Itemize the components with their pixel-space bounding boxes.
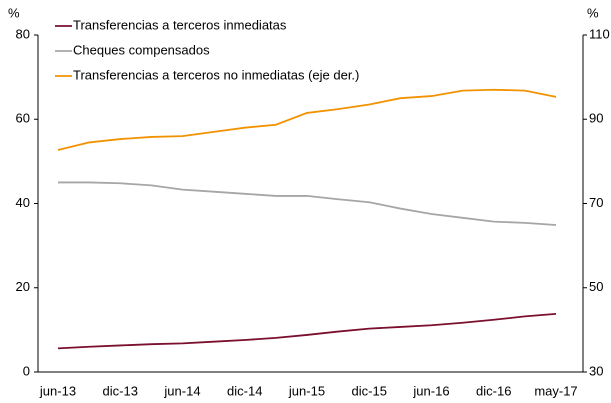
y-tick-label: 40: [16, 195, 30, 210]
x-tick-label: dic-16: [476, 383, 511, 398]
y-tick-label: 60: [16, 111, 30, 126]
y-tick-label: 80: [16, 26, 30, 41]
x-tick-label: may-17: [534, 383, 577, 398]
x-tick-label: jun-14: [163, 383, 200, 398]
x-tick-label: dic-15: [352, 383, 387, 398]
y2-tick-label: 50: [589, 279, 603, 294]
x-tick-label: dic-14: [227, 383, 262, 398]
y-tick-label: 20: [16, 279, 30, 294]
y2-tick-label: 110: [589, 26, 610, 41]
y2-tick-label: 30: [589, 363, 603, 378]
x-tick-label: jun-13: [39, 383, 76, 398]
legend-label: Cheques compensados: [73, 42, 210, 57]
line-series: [57, 88, 557, 151]
y2-tick-label: 90: [589, 111, 603, 126]
x-tick-label: dic-13: [103, 383, 138, 398]
y2-unit: %: [587, 5, 599, 20]
legend-label: Transferencias a terceros no inmediatas …: [73, 67, 359, 82]
legend-label: Transferencias a terceros inmediatas: [73, 17, 287, 32]
line-series: [57, 312, 557, 350]
line-series: [58, 181, 557, 226]
x-tick-label: jun-15: [288, 383, 325, 398]
y-tick-label: 0: [23, 363, 30, 378]
y-unit: %: [8, 5, 20, 20]
y2-tick-label: 70: [589, 195, 603, 210]
x-tick-label: jun-16: [412, 383, 449, 398]
